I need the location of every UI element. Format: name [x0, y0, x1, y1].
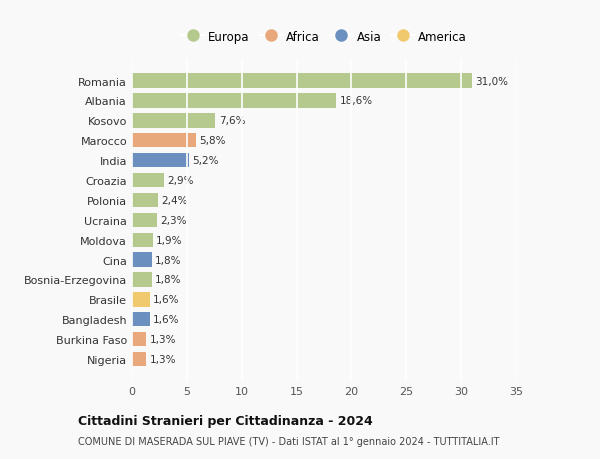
Bar: [132, 273, 152, 287]
Text: Cittadini Stranieri per Cittadinanza - 2024: Cittadini Stranieri per Cittadinanza - 2…: [78, 414, 373, 428]
Bar: [132, 332, 146, 347]
Bar: [132, 193, 158, 207]
Bar: [132, 114, 215, 128]
Bar: [132, 292, 149, 307]
Bar: [132, 94, 336, 108]
Text: 5,2%: 5,2%: [193, 156, 219, 166]
Text: 1,6%: 1,6%: [153, 295, 179, 305]
Bar: [132, 134, 196, 148]
Text: 2,3%: 2,3%: [161, 215, 187, 225]
Text: 1,3%: 1,3%: [149, 354, 176, 364]
Legend: Europa, Africa, Asia, America: Europa, Africa, Asia, America: [178, 27, 470, 47]
Text: 31,0%: 31,0%: [475, 77, 508, 86]
Text: 1,3%: 1,3%: [149, 335, 176, 344]
Bar: [132, 313, 149, 327]
Bar: [132, 154, 189, 168]
Bar: [132, 233, 153, 247]
Bar: [132, 352, 146, 366]
Text: 1,8%: 1,8%: [155, 275, 182, 285]
Text: 7,6%: 7,6%: [218, 116, 245, 126]
Text: COMUNE DI MASERADA SUL PIAVE (TV) - Dati ISTAT al 1° gennaio 2024 - TUTTITALIA.I: COMUNE DI MASERADA SUL PIAVE (TV) - Dati…: [78, 436, 499, 446]
Text: 1,6%: 1,6%: [153, 314, 179, 325]
Bar: [132, 213, 157, 228]
Bar: [132, 174, 164, 188]
Text: 5,8%: 5,8%: [199, 136, 226, 146]
Text: 1,8%: 1,8%: [155, 255, 182, 265]
Text: 18,6%: 18,6%: [340, 96, 373, 106]
Text: 2,4%: 2,4%: [161, 196, 188, 206]
Text: 1,9%: 1,9%: [156, 235, 182, 245]
Bar: [132, 253, 152, 267]
Bar: [132, 74, 472, 89]
Text: 2,9%: 2,9%: [167, 176, 194, 185]
